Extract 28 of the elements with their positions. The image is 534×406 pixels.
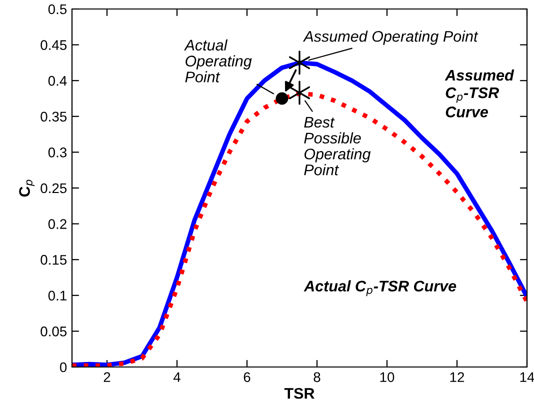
- x-tick-label: 10: [380, 372, 394, 382]
- annotation: Actual C$_{p}$-TSR Curve: [304, 280, 456, 296]
- y-tick-label: 0.3: [48, 148, 67, 158]
- y-tick-label: 0.05: [40, 326, 67, 336]
- y-tick-label: 0.2: [48, 219, 66, 229]
- y-tick-label: 0.15: [40, 254, 67, 265]
- x-tick-label: 2: [104, 372, 110, 382]
- y-tick-label: 0: [60, 362, 67, 372]
- x-tick-label: 4: [173, 372, 180, 382]
- y-tick-label: 0.4: [48, 76, 67, 86]
- x-axis-title: TSR: [284, 388, 314, 399]
- y-tick-label: 0.1: [48, 290, 66, 301]
- x-tick-label: 14: [520, 372, 534, 382]
- y-tick-label: 0.25: [40, 183, 67, 194]
- y-tick-label: 0.5: [48, 4, 67, 14]
- annotation: Actual Operating Point: [184, 39, 252, 82]
- x-tick-label: 8: [314, 372, 320, 382]
- x-tick-label: 12: [450, 372, 464, 382]
- y-axis-title: C$_{p}$: [19, 180, 35, 197]
- annotation: Assumed C$_{p}$-TSR Curve: [444, 69, 514, 118]
- annotation: Best Possible Operating Point: [304, 116, 371, 176]
- point: [288, 50, 310, 75]
- point: [288, 80, 310, 105]
- point: [276, 92, 288, 105]
- annotation: Assumed Operating Point: [302, 30, 478, 45]
- y-tick-label: 0.35: [40, 112, 67, 122]
- y-tick-label: 0.45: [40, 40, 67, 50]
- x-tick-label: 6: [244, 372, 250, 382]
